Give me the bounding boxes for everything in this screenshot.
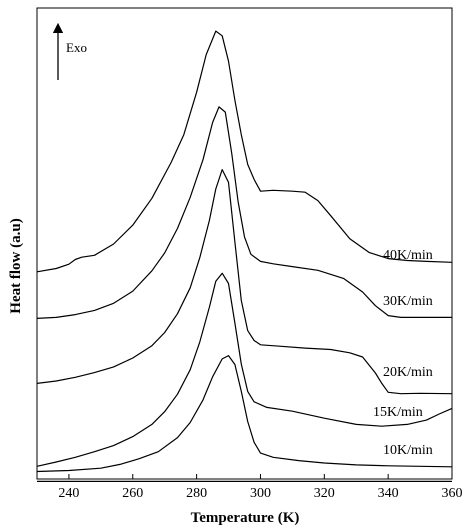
exo-label: Exo: [66, 40, 87, 55]
series-labels-group: 40K/min 30K/min 20K/min 15K/min 10K/min: [373, 248, 433, 458]
series-line-40k-min: [36, 30, 453, 273]
series-line-20k-min: [36, 169, 453, 395]
x-axis-title: Temperature (K): [191, 510, 300, 526]
series-label-20k-min: 20K/min: [383, 365, 433, 380]
series-label-30k-min: 30K/min: [383, 294, 433, 309]
x-tick-label: 240: [58, 486, 79, 501]
series-label-15k-min: 15K/min: [373, 405, 423, 420]
curves-group: [36, 30, 453, 482]
series-line-30k-min: [36, 106, 452, 319]
x-tick-label: 340: [378, 486, 399, 501]
series-line-10k-min: [36, 355, 453, 473]
plot-frame: [36, 7, 453, 480]
series-label-10k-min: 10K/min: [383, 443, 433, 458]
y-axis-title: Heat flow (a.u): [8, 218, 24, 313]
x-tick-label: 320: [314, 486, 335, 501]
x-tick-label: 300: [250, 486, 271, 501]
series-label-40k-min: 40K/min: [383, 248, 433, 263]
x-tick-label: 360: [442, 486, 463, 501]
x-tick-label: 260: [122, 486, 143, 501]
series-line-15k-min: [36, 272, 453, 467]
x-tick-label: 280: [186, 486, 207, 501]
x-ticks-group: 240 260 280 300 320 340 360: [58, 474, 463, 501]
